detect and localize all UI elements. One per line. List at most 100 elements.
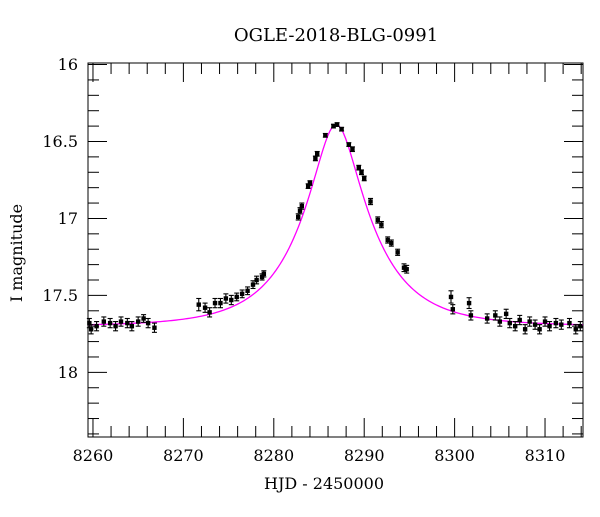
point-marker: [567, 320, 572, 326]
data-point: [522, 324, 528, 335]
x-tick-label: 8280: [253, 446, 294, 465]
point-marker: [223, 296, 229, 301]
x-tick-label: 8300: [434, 446, 475, 465]
data-points: [86, 122, 583, 335]
point-marker: [522, 327, 528, 332]
point-marker: [339, 126, 344, 132]
point-marker: [468, 313, 474, 318]
data-point: [395, 248, 401, 256]
data-point: [553, 317, 559, 329]
data-point: [566, 317, 572, 329]
data-point: [307, 180, 313, 186]
x-tick-label: 8270: [163, 446, 204, 465]
point-marker: [135, 319, 141, 324]
data-point: [118, 316, 124, 327]
point-marker: [229, 297, 234, 303]
point-marker: [207, 310, 212, 315]
point-marker: [379, 222, 384, 227]
point-marker: [313, 156, 318, 161]
data-point: [261, 270, 267, 278]
point-marker: [527, 319, 532, 324]
point-marker: [145, 320, 151, 326]
point-marker: [350, 146, 355, 152]
y-tick-label: 16: [58, 55, 78, 74]
point-marker: [107, 320, 113, 326]
plot-frame: [87, 62, 584, 438]
point-marker: [404, 267, 409, 272]
point-marker: [512, 323, 518, 329]
data-point: [468, 310, 474, 321]
point-marker: [547, 323, 552, 329]
data-point: [537, 324, 543, 335]
point-marker: [261, 271, 267, 277]
data-point: [314, 150, 320, 157]
y-axis-label: I magnitude: [7, 204, 26, 302]
data-point: [450, 304, 456, 315]
point-marker: [517, 317, 522, 323]
point-marker: [212, 300, 218, 306]
point-marker: [331, 123, 336, 129]
point-marker: [202, 305, 208, 310]
data-point: [212, 297, 218, 309]
point-marker: [356, 165, 361, 170]
point-marker: [359, 170, 364, 175]
point-marker: [448, 294, 454, 300]
point-marker: [88, 327, 94, 332]
point-marker: [578, 323, 583, 329]
point-marker: [507, 320, 512, 326]
point-marker: [296, 214, 301, 220]
x-axis-label: HJD - 2450000: [264, 474, 384, 493]
data-point: [532, 319, 538, 330]
y-tick-labels: 16 16.5 17 17.5 18: [42, 55, 78, 382]
data-point: [527, 316, 533, 327]
point-marker: [493, 313, 498, 318]
data-point: [322, 132, 328, 138]
data-point: [94, 321, 100, 332]
data-point: [207, 307, 213, 318]
data-point: [217, 297, 223, 309]
data-point: [484, 313, 490, 324]
data-point: [145, 317, 151, 329]
point-marker: [346, 142, 352, 147]
point-marker: [101, 319, 107, 324]
data-point: [547, 321, 553, 332]
frame-box: [87, 62, 584, 438]
point-marker: [532, 322, 538, 327]
point-marker: [553, 320, 559, 326]
point-marker: [245, 288, 250, 293]
point-marker: [389, 240, 394, 246]
point-marker: [299, 203, 305, 209]
point-marker: [129, 323, 135, 329]
data-point: [129, 321, 135, 332]
data-point: [358, 169, 364, 176]
y-tick-label: 16.5: [42, 132, 78, 151]
data-point: [196, 297, 202, 312]
data-point: [388, 239, 394, 247]
data-point: [466, 297, 472, 310]
point-marker: [314, 151, 320, 157]
data-point: [107, 317, 113, 329]
point-marker: [362, 176, 367, 181]
x-tick-label: 8290: [344, 446, 385, 465]
point-marker: [141, 316, 146, 321]
data-point: [254, 275, 260, 285]
point-marker: [218, 300, 223, 306]
y-tick-label: 17.5: [42, 286, 78, 305]
data-point: [497, 316, 503, 327]
point-marker: [484, 316, 490, 321]
data-point: [228, 294, 234, 306]
data-point: [349, 146, 355, 153]
data-point: [404, 264, 410, 274]
data-point: [507, 317, 513, 329]
point-marker: [334, 122, 340, 127]
data-point: [334, 122, 340, 127]
data-point: [151, 322, 157, 333]
point-marker: [466, 300, 472, 306]
data-point: [312, 155, 318, 162]
point-marker: [307, 180, 313, 186]
point-marker: [385, 237, 390, 243]
data-point: [299, 202, 305, 210]
data-point: [88, 324, 94, 335]
point-marker: [395, 250, 400, 255]
